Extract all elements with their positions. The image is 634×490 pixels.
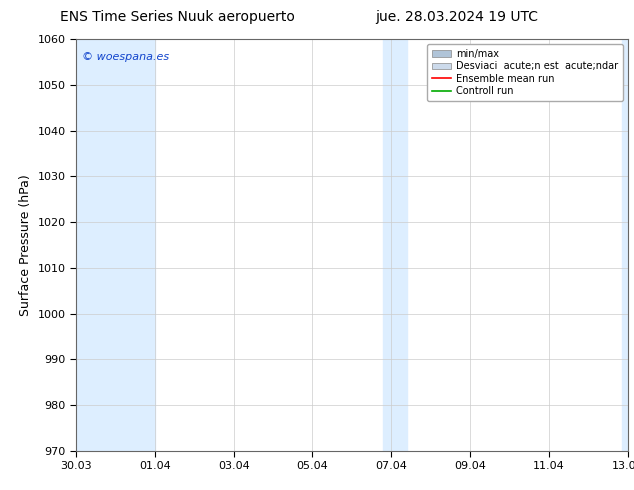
Bar [76, 39, 155, 451]
Text: © woespana.es: © woespana.es [82, 51, 169, 62]
Text: jue. 28.03.2024 19 UTC: jue. 28.03.2024 19 UTC [375, 10, 538, 24]
Legend: min/max, Desviaci  acute;n est  acute;ndar, Ensemble mean run, Controll run: min/max, Desviaci acute;n est acute;ndar… [427, 44, 623, 101]
Bar [622, 39, 628, 451]
Y-axis label: Surface Pressure (hPa): Surface Pressure (hPa) [19, 174, 32, 316]
Bar [384, 39, 407, 451]
Text: ENS Time Series Nuuk aeropuerto: ENS Time Series Nuuk aeropuerto [60, 10, 295, 24]
